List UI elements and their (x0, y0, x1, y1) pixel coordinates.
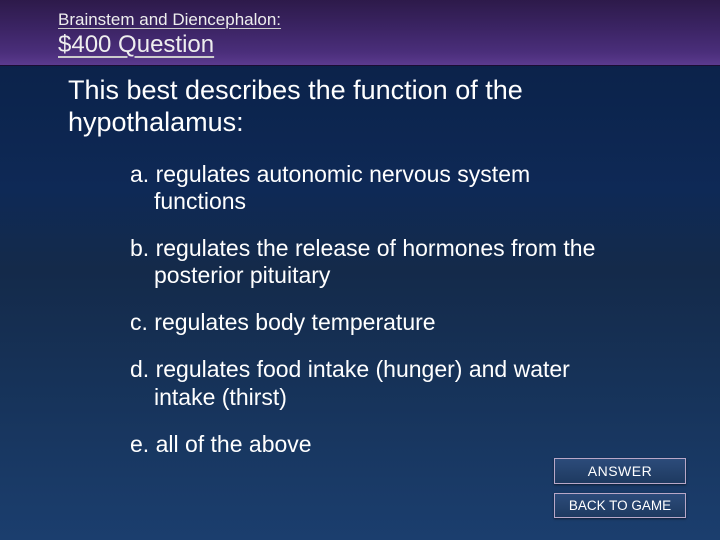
option-c: c. regulates body temperature (130, 309, 600, 336)
slide-header: Brainstem and Diencephalon: $400 Questio… (0, 0, 720, 66)
question-text: This best describes the function of the … (0, 66, 720, 139)
answer-button[interactable]: ANSWER (554, 458, 686, 484)
nav-buttons: ANSWER BACK TO GAME (554, 458, 686, 518)
slide: Brainstem and Diencephalon: $400 Questio… (0, 0, 720, 540)
back-to-game-button[interactable]: BACK TO GAME (554, 493, 686, 518)
value-label: $400 Question (0, 30, 720, 59)
option-e: e. all of the above (130, 431, 600, 458)
option-a: a. regulates autonomic nervous system fu… (130, 161, 600, 215)
option-b: b. regulates the release of hormones fro… (130, 235, 600, 289)
category-label: Brainstem and Diencephalon: (0, 10, 720, 30)
option-d: d. regulates food intake (hunger) and wa… (130, 356, 600, 410)
options-list: a. regulates autonomic nervous system fu… (0, 139, 720, 458)
